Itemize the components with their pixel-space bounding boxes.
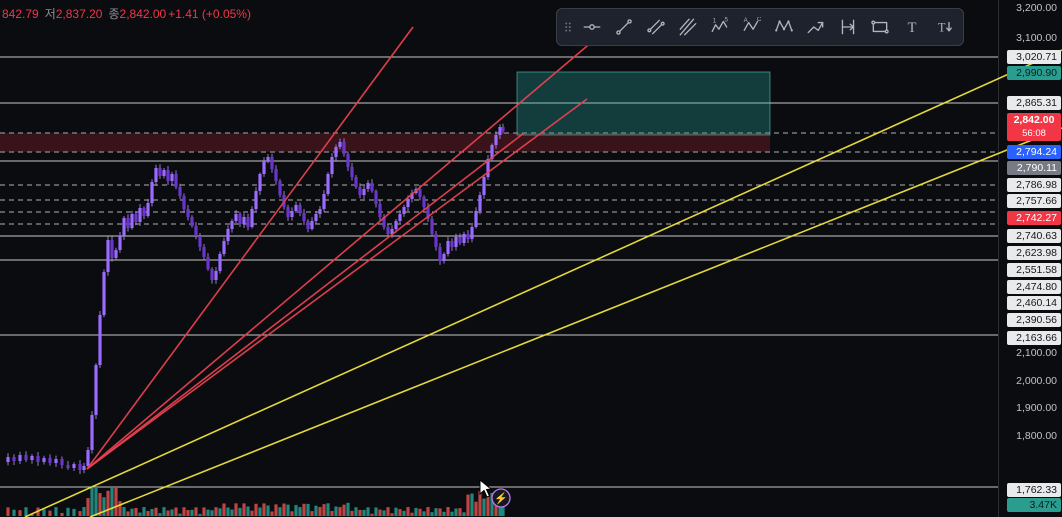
supply-zone-rectangle[interactable]: [516, 71, 771, 136]
mouse-cursor: ⚡: [474, 478, 518, 517]
date-price-range-icon: [841, 19, 855, 35]
anchored-text-icon: T: [938, 20, 952, 34]
price-level-badge: 2,786.98: [1007, 178, 1061, 192]
xabcd-pattern-icon: [775, 20, 793, 32]
trend-line-icon: [616, 19, 632, 35]
quick-action-circle: [491, 488, 511, 508]
pitchfork-icon: [679, 18, 697, 36]
price-level-badge: 2,865.31: [1007, 96, 1061, 110]
axis-tick-label: 1,900.00: [1016, 402, 1057, 414]
price-level-badge: 2,551.58: [1007, 263, 1061, 277]
price-axis[interactable]: 3,200.00 3,100.00 3,020.71 2,990.90 2,865.31…: [998, 0, 1062, 517]
price-level-badge: 2,460.14: [1007, 296, 1061, 310]
red-trend-line[interactable]: [86, 26, 414, 470]
price-level-badge: 2,990.90: [1007, 66, 1061, 80]
current-price-badge: 2,842.00 56:08: [1007, 113, 1061, 141]
date-price-range-tool-button[interactable]: [832, 12, 864, 42]
horizontal-line-tool-button[interactable]: [576, 12, 608, 42]
rectangle-icon: [871, 20, 889, 34]
text-tool-button[interactable]: T: [896, 12, 928, 42]
candlestick-series: [6, 127, 505, 470]
text-icon: T: [908, 20, 917, 36]
red-trend-line[interactable]: [86, 98, 588, 470]
price-level-badge: 3,020.71: [1007, 50, 1061, 64]
price-level-badge: 2,742.27: [1007, 211, 1061, 225]
lightning-icon: ⚡: [494, 492, 508, 505]
bar-countdown: 56:08: [1022, 128, 1046, 139]
svg-text:A: A: [744, 17, 749, 24]
axis-tick-label: 3,200.00: [1016, 2, 1057, 14]
anchored-text-tool-button[interactable]: T: [928, 12, 960, 42]
axis-tick-label: 3,100.00: [1016, 32, 1057, 44]
price-level-badge: 1,762.33: [1007, 483, 1061, 497]
price-level-badge: 2,623.98: [1007, 246, 1061, 260]
svg-text:C: C: [757, 17, 762, 23]
trend-line-tool-button[interactable]: [608, 12, 640, 42]
ohlc-high: 842.79: [2, 7, 39, 21]
svg-text:1: 1: [713, 18, 717, 25]
axis-tick-label: 2,000.00: [1016, 375, 1057, 387]
horizontal-levels[interactable]: [0, 56, 998, 488]
forecast-tool-button[interactable]: [800, 12, 832, 42]
price-level-badge: 2,390.56: [1007, 313, 1061, 327]
volume-histogram: [6, 488, 505, 516]
horizontal-line-icon: [583, 24, 601, 30]
ohlc-low: 2,837.20: [55, 7, 103, 21]
price-level-badge: 2,790.11: [1007, 161, 1061, 175]
trend-lines: [24, 26, 1062, 517]
price-level-badge: 2,757.66: [1007, 194, 1061, 208]
parallel-channel-tool-button[interactable]: [640, 12, 672, 42]
parallel-channel-icon: [647, 19, 665, 35]
ohlc-close-label: 종: [108, 7, 120, 21]
drag-handle-icon: [565, 22, 571, 32]
candle-wicks: [7, 123, 504, 474]
pitchfork-tool-button[interactable]: [672, 12, 704, 42]
axis-tick-label: 1,800.00: [1016, 430, 1057, 442]
axis-tick-label: 2,100.00: [1016, 347, 1057, 359]
forecast-icon: [807, 21, 824, 34]
price-band-zone[interactable]: [0, 133, 770, 152]
svg-text:T: T: [908, 20, 917, 36]
toolbar-drag-handle[interactable]: [560, 12, 576, 42]
price-level-badge: 2,474.80: [1007, 280, 1061, 294]
xabcd-pattern-tool-button[interactable]: [768, 12, 800, 42]
ohlc-low-label: 저: [44, 7, 56, 21]
pointer-arrow-icon: [479, 478, 493, 498]
rectangle-tool-button[interactable]: [864, 12, 896, 42]
svg-text:T: T: [938, 20, 946, 34]
ohlc-change: +1.41 (+0.05%): [168, 7, 251, 21]
price-level-badge: 2,163.66: [1007, 331, 1061, 345]
ohlc-close: 2,842.00: [119, 7, 167, 21]
svg-text:5: 5: [724, 17, 728, 23]
yellow-trend-line[interactable]: [89, 127, 1062, 517]
price-level-badge: 2,794.24: [1007, 145, 1061, 159]
price-level-badge: 2,740.63: [1007, 229, 1061, 243]
ohlc-readout: 842.79 저2,837.20 종2,842.00 +1.41 (+0.05%): [2, 5, 253, 22]
price-level-badge: 3.47K: [1007, 498, 1061, 512]
red-trend-line[interactable]: [86, 132, 525, 470]
red-trend-line[interactable]: [86, 40, 594, 470]
yellow-trend-line[interactable]: [24, 49, 1062, 517]
